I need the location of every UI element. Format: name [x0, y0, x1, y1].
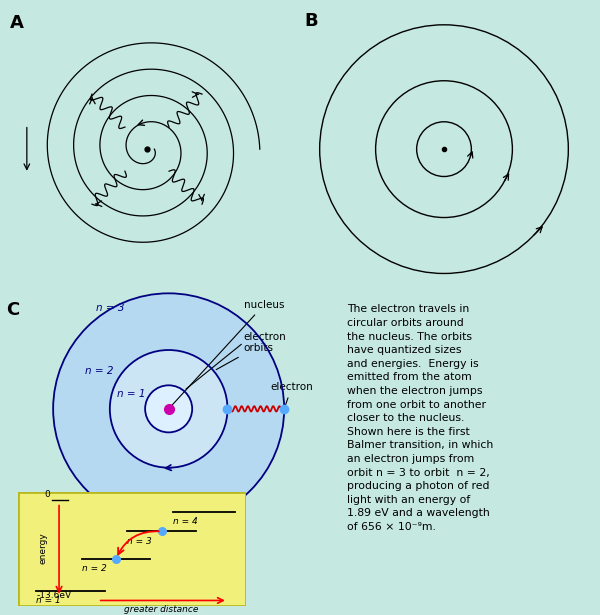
- Text: energy: energy: [38, 532, 47, 564]
- Text: electron
orbits: electron orbits: [216, 331, 286, 370]
- Text: n = 1: n = 1: [36, 596, 61, 605]
- Text: n = 1: n = 1: [117, 389, 145, 399]
- Text: The electron travels in
circular orbits around
the nucleus. The orbits
have quan: The electron travels in circular orbits …: [347, 304, 493, 532]
- Text: electron: electron: [270, 383, 313, 407]
- FancyArrowPatch shape: [118, 531, 159, 555]
- Circle shape: [110, 350, 227, 467]
- Circle shape: [53, 293, 284, 525]
- Text: n = 2: n = 2: [85, 365, 113, 376]
- Text: nucleus: nucleus: [170, 300, 284, 407]
- Text: n = 3: n = 3: [95, 303, 124, 312]
- Text: C: C: [6, 301, 19, 319]
- Text: n = 2: n = 2: [82, 564, 107, 573]
- Text: 0: 0: [45, 490, 50, 499]
- Text: A: A: [10, 14, 23, 32]
- Text: -13.6eV: -13.6eV: [36, 592, 71, 600]
- Text: n = 3: n = 3: [127, 537, 152, 546]
- Text: B: B: [305, 12, 319, 30]
- Text: n = 4: n = 4: [173, 517, 198, 526]
- Circle shape: [145, 386, 192, 432]
- Text: greater distance
from nucleus: greater distance from nucleus: [124, 606, 199, 615]
